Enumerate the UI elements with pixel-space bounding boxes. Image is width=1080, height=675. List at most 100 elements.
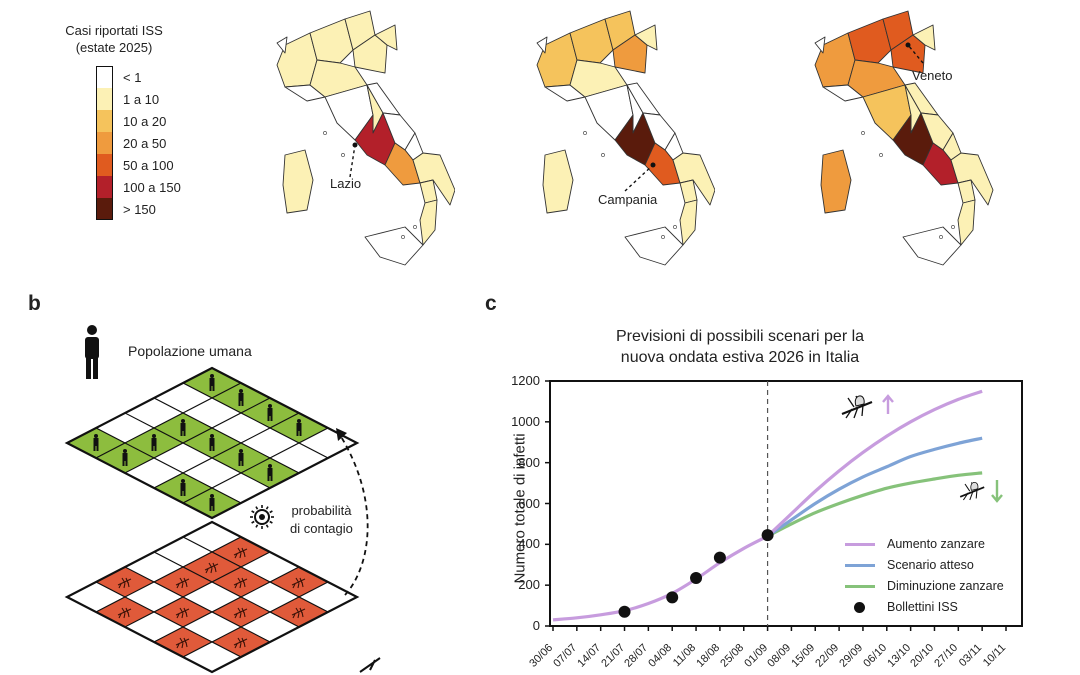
island (939, 235, 943, 239)
map-label-veneto: Veneto (912, 68, 953, 83)
network-model-diagram (64, 325, 381, 674)
history-line (552, 534, 769, 622)
data-point (761, 529, 774, 542)
region-friuli (912, 24, 936, 51)
mosquito-grid-outline (64, 520, 360, 674)
legend-label: Diminuzione zanzare (887, 579, 1004, 593)
person-icon (180, 419, 186, 436)
legend-label: 1 a 10 (123, 91, 160, 107)
legend-entry: Scenario atteso (845, 555, 974, 575)
person-icon (209, 434, 215, 451)
region-sicilia (624, 226, 684, 266)
legend-label: 20 a 50 (123, 135, 167, 151)
data-point (690, 572, 703, 585)
legend-title: Casi riportati ISS (estate 2025) (50, 22, 178, 56)
region-sardegna (282, 149, 314, 214)
legend-line-swatch (845, 584, 875, 588)
mosquito-icon (291, 607, 306, 619)
region-lombardia (569, 18, 614, 64)
mosquito-icon (117, 577, 132, 589)
region-sicilia (364, 226, 424, 266)
y-tick-label: 800 (518, 454, 540, 470)
arrow-head (336, 428, 347, 441)
person-icon (267, 404, 273, 421)
legend-swatch (96, 154, 113, 176)
person-icon (209, 374, 215, 391)
mosquito-icon (233, 637, 248, 649)
legend-item: 100 a 150 (96, 176, 181, 198)
mosquito-icon (359, 657, 381, 673)
legend-label: < 1 (123, 69, 142, 85)
region-calabria (957, 199, 976, 246)
region-calabria (679, 199, 698, 246)
island (413, 225, 417, 229)
region-sardegna (542, 149, 574, 214)
island (951, 225, 955, 229)
population-label: Popolazione umana (128, 343, 252, 359)
y-tick-label: 1200 (511, 373, 540, 388)
mosquito-icon (204, 562, 219, 574)
map-3 (814, 10, 994, 266)
region-calabria (419, 199, 438, 246)
legend-swatch (96, 132, 113, 154)
region-lombardia (309, 18, 354, 64)
y-tick-label: 1000 (511, 413, 540, 429)
mosquito-icon (233, 607, 248, 619)
mosquito-icon (175, 577, 190, 589)
island (601, 153, 605, 157)
panel-letter-b: b (28, 292, 41, 315)
person-icon (209, 494, 215, 511)
legend-label: Scenario atteso (887, 558, 974, 572)
person-icon (296, 419, 302, 436)
human-grid (64, 366, 360, 520)
map-label-lazio: Lazio (330, 176, 362, 191)
person-icon (238, 389, 244, 406)
legend-label: 10 a 20 (123, 113, 167, 129)
legend-label: Aumento zanzare (887, 537, 985, 551)
region-basilicata (679, 179, 698, 204)
region-veneto (890, 34, 926, 74)
series-line (766, 436, 983, 538)
island (661, 235, 665, 239)
y-tick-label: 200 (518, 577, 540, 593)
legend-line-swatch (845, 563, 875, 567)
legend-swatch (96, 88, 113, 110)
probability-line1: probabilità (291, 503, 352, 518)
legend-title-line2: (estate 2025) (75, 40, 153, 55)
region-valle (814, 36, 826, 54)
region-sardegna (820, 149, 852, 214)
person-icon (93, 434, 99, 451)
region-friuli (374, 24, 398, 51)
y-tick-label: 600 (518, 495, 540, 511)
annotation-arrow (349, 144, 356, 178)
person-icon (85, 325, 99, 379)
mosquito-icon (233, 547, 248, 559)
legend-item: 20 a 50 (96, 132, 166, 154)
transmission-arrow (339, 434, 369, 596)
legend-label: > 150 (123, 201, 156, 217)
data-point (713, 551, 726, 564)
person-icon (122, 449, 128, 466)
region-valle (536, 36, 548, 54)
map-2 (536, 10, 715, 266)
chart-title-line2: nuova ondata estiva 2026 in Italia (620, 349, 860, 366)
series-line (766, 389, 983, 538)
legend-swatch (96, 110, 113, 132)
island (341, 153, 345, 157)
island (861, 131, 865, 135)
legend-swatch (96, 66, 113, 88)
arrow-head (905, 42, 911, 48)
region-veneto (352, 34, 388, 74)
mosquito-icon (841, 395, 873, 419)
mosquito-icon (291, 577, 306, 589)
mosquito-icon (233, 577, 248, 589)
chart-title-line1: Previsioni di possibili scenari per la (615, 328, 865, 345)
region-basilicata (419, 179, 438, 204)
data-point (666, 591, 679, 604)
legend-label: 100 a 150 (123, 179, 181, 195)
person-icon (238, 449, 244, 466)
mosquito-grid (64, 520, 360, 674)
region-puglia (672, 152, 715, 206)
legend-item: < 1 (96, 66, 141, 88)
legend-entry: Diminuzione zanzare (845, 576, 1004, 596)
